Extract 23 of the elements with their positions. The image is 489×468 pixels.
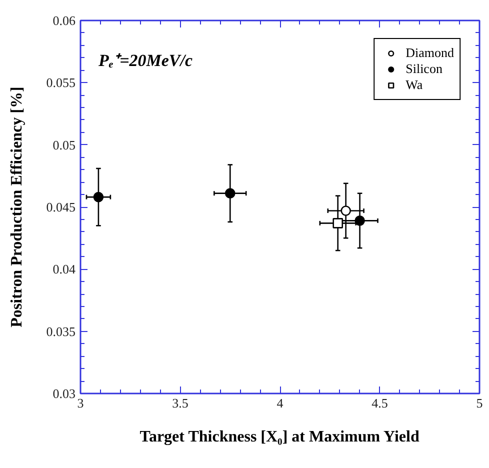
x-tick-label: 3.5 — [172, 396, 188, 410]
point — [340, 206, 351, 216]
legend-label: Diamond — [406, 45, 454, 61]
point — [332, 218, 344, 228]
y-tick-label: 0.045 — [46, 200, 76, 214]
point — [354, 216, 365, 226]
legend-label: Silicon — [406, 61, 442, 77]
y-axis-title: Positron Production Efficiency [%] — [8, 86, 26, 328]
legend-label: Wa — [406, 77, 424, 93]
x-tick-label: 4.5 — [372, 396, 388, 410]
x-tick-label: 4 — [276, 396, 284, 410]
x-tick-label: 3 — [77, 396, 84, 410]
x-axis-title: Target Thickness [X₀] at Maximum Yield — [140, 428, 420, 446]
y-tick-label: 0.055 — [46, 75, 76, 90]
x-tick-label: 5 — [476, 396, 483, 410]
point — [93, 192, 104, 202]
point — [224, 188, 236, 198]
y-tick-label: 0.04 — [52, 262, 76, 277]
y-tick-label: 0.06 — [52, 13, 76, 28]
annotation: Pₑ⁺=20MeV/c — [98, 51, 193, 70]
y-tick-label: 0.05 — [52, 137, 76, 152]
y-tick-label: 0.035 — [46, 324, 76, 339]
y-tick-label: 0.03 — [52, 386, 76, 401]
